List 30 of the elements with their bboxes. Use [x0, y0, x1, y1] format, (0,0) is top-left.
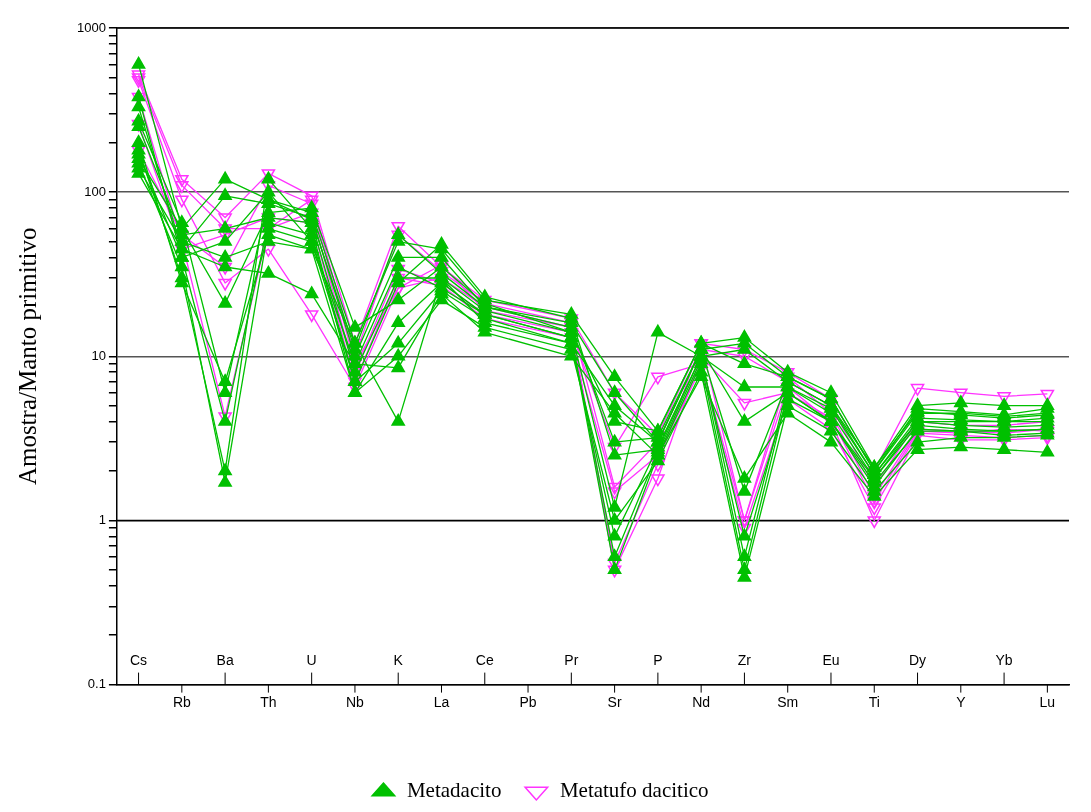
- x-tick-label: Eu: [822, 652, 840, 669]
- legend-label: Metadacito: [406, 778, 502, 803]
- x-tick-label: Yb: [995, 652, 1013, 669]
- x-tick-label: Lu: [1039, 694, 1056, 711]
- legend-label: Metatufo dacitico: [559, 778, 709, 803]
- x-tick-label: Ti: [868, 694, 880, 711]
- x-tick-label: Th: [260, 694, 277, 711]
- x-tick-label: Ba: [216, 652, 234, 669]
- x-tick-label: P: [653, 652, 663, 669]
- x-tick-label: Sr: [607, 694, 622, 711]
- x-tick-label: Nb: [345, 694, 365, 711]
- x-tick-label: Rb: [172, 694, 191, 711]
- x-tick-label: Y: [956, 694, 967, 711]
- y-tick-label: 0.1: [87, 676, 106, 692]
- x-tick-label: Sm: [777, 694, 799, 711]
- y-tick-label: 10: [91, 347, 106, 363]
- x-tick-label: Nd: [692, 694, 711, 711]
- y-axis-title: Amostra/Manto primitivo: [13, 227, 41, 486]
- y-tick-label: 1: [98, 512, 106, 528]
- x-tick-label: Dy: [908, 652, 927, 669]
- x-tick-label: Pr: [564, 652, 579, 669]
- y-tick-label: 1000: [77, 19, 106, 35]
- x-tick-label: Cs: [130, 652, 148, 669]
- x-tick-label: U: [306, 652, 317, 669]
- y-tick-label: 100: [84, 183, 106, 199]
- x-tick-label: La: [433, 694, 450, 711]
- x-tick-label: Zr: [737, 652, 752, 669]
- x-tick-label: Pb: [519, 694, 537, 711]
- x-tick-label: K: [393, 652, 404, 669]
- x-tick-label: Ce: [475, 652, 494, 669]
